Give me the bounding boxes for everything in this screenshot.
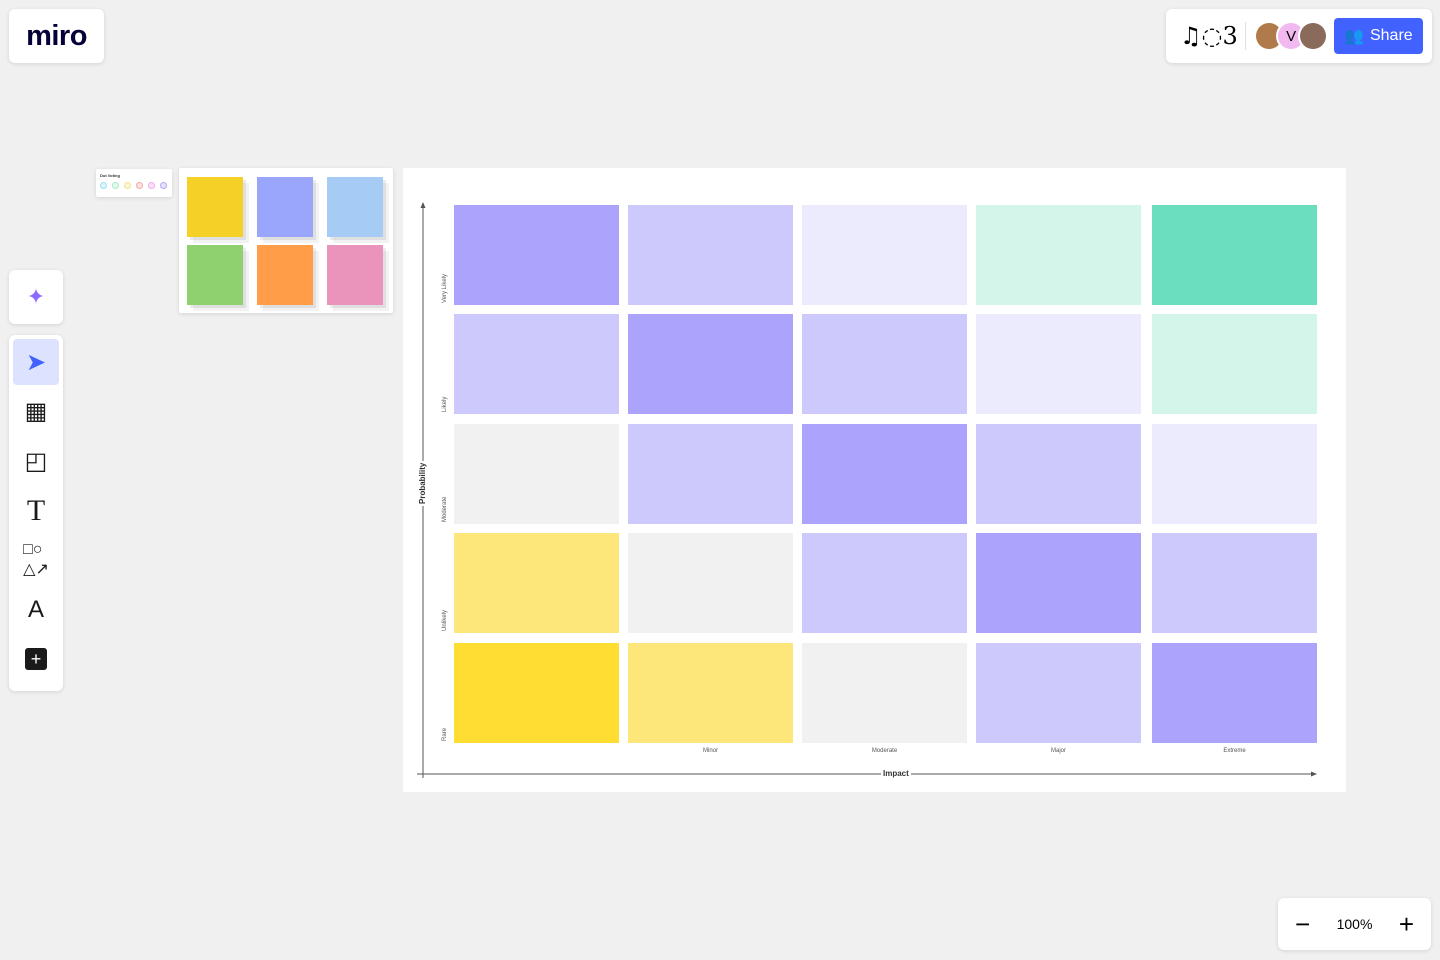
sparkle-icon: ✦	[26, 284, 46, 309]
row-label: Unlikely	[442, 609, 448, 631]
plus-square-icon: +	[25, 648, 47, 670]
templates-tool[interactable]: ▦	[13, 389, 59, 435]
sticky-note[interactable]	[327, 177, 383, 237]
column-label: Moderate	[871, 748, 898, 754]
matrix-cell[interactable]	[628, 424, 793, 524]
pen-tool[interactable]: A	[13, 587, 59, 633]
matrix-cell[interactable]	[802, 314, 967, 414]
x-axis-label: Impact	[881, 769, 911, 778]
zoom-level[interactable]: 100%	[1336, 916, 1373, 932]
matrix-cell[interactable]	[802, 424, 967, 524]
sticky-note[interactable]	[327, 245, 383, 305]
sticky-note[interactable]	[187, 245, 243, 305]
matrix-cell[interactable]	[1152, 314, 1317, 414]
shapes-icon: □○ △↗	[23, 541, 49, 578]
ai-sparkle-button[interactable]: ✦	[9, 270, 63, 324]
pen-icon: A	[27, 595, 44, 623]
vote-dot[interactable]	[124, 182, 131, 189]
sticky-note-tool[interactable]: ◰	[13, 438, 59, 484]
avatar[interactable]	[1297, 21, 1328, 51]
matrix-cell[interactable]	[1152, 424, 1317, 524]
risk-matrix-board: Probability Impact Very Likely Likely Mode…	[403, 168, 1346, 792]
sticky-note-icon: ◰	[24, 447, 48, 475]
row-label: Likely	[442, 396, 448, 412]
matrix-cell[interactable]	[802, 643, 967, 743]
matrix-cell[interactable]	[976, 205, 1141, 305]
vote-dot[interactable]	[100, 182, 107, 189]
x-axis-arrow	[1311, 771, 1317, 777]
matrix-cell[interactable]	[1152, 205, 1317, 305]
toolbar: ➤ ▦ ◰ T □○ △↗ A +	[9, 335, 63, 691]
matrix-cell[interactable]	[802, 205, 967, 305]
vote-dot[interactable]	[112, 182, 119, 189]
matrix-cell[interactable]	[628, 533, 793, 633]
column-label: Extreme	[1223, 748, 1246, 754]
matrix-cell[interactable]	[628, 205, 793, 305]
share-button[interactable]: 👥 Share	[1333, 18, 1423, 54]
matrix-cell[interactable]	[976, 314, 1141, 414]
matrix-cell[interactable]	[454, 314, 619, 414]
matrix-cell[interactable]	[976, 533, 1141, 633]
matrix-cell[interactable]	[454, 424, 619, 524]
top-right-panel: ♫◌3 V 👥 Share	[1166, 9, 1432, 63]
matrix-cell[interactable]	[628, 643, 793, 743]
matrix-cell[interactable]	[454, 533, 619, 633]
row-label: Very Likely	[442, 273, 448, 303]
share-label: Share	[1369, 27, 1413, 44]
sticky-notes-stack	[179, 168, 393, 313]
matrix-cell[interactable]	[454, 643, 619, 743]
layout-icon: ▦	[24, 398, 48, 425]
matrix-cell[interactable]	[1152, 533, 1317, 633]
vote-dot[interactable]	[136, 182, 143, 189]
sticky-note[interactable]	[257, 245, 313, 305]
dot-voting-widget[interactable]: Dot Voting	[96, 169, 172, 197]
users-icon: 👥	[1344, 28, 1364, 45]
matrix-cell[interactable]	[628, 314, 793, 414]
row-label: Moderate	[442, 496, 448, 522]
zoom-control: − 100% +	[1278, 898, 1431, 950]
divider	[1245, 22, 1247, 50]
cursor-icon: ➤	[25, 348, 47, 376]
select-tool[interactable]: ➤	[13, 339, 59, 385]
matrix-cell[interactable]	[976, 643, 1141, 743]
sticky-note[interactable]	[187, 177, 243, 237]
matrix-cell[interactable]	[802, 533, 967, 633]
text-icon: T	[26, 493, 46, 527]
y-axis-arrow	[420, 202, 426, 208]
sticky-note[interactable]	[257, 177, 313, 237]
shapes-tool[interactable]: □○ △↗	[13, 537, 59, 583]
zoom-out-button[interactable]: −	[1294, 908, 1311, 939]
miro-logo[interactable]: miro	[9, 9, 104, 63]
row-label: Rare	[442, 727, 448, 741]
vote-dot[interactable]	[160, 182, 167, 189]
add-tool[interactable]: +	[13, 636, 59, 682]
music-notes-icon[interactable]: ♫◌3	[1180, 22, 1238, 50]
matrix-cell[interactable]	[454, 205, 619, 305]
matrix-cell[interactable]	[1152, 643, 1317, 743]
y-axis-label: Probability	[418, 460, 427, 506]
matrix-cell[interactable]	[976, 424, 1141, 524]
dot-voting-title: Dot Voting	[100, 173, 120, 178]
column-label: Major	[1050, 748, 1066, 754]
vote-dot[interactable]	[148, 182, 155, 189]
text-tool[interactable]: T	[13, 488, 59, 534]
zoom-in-button[interactable]: +	[1398, 908, 1415, 939]
column-label: Minor	[702, 748, 718, 754]
